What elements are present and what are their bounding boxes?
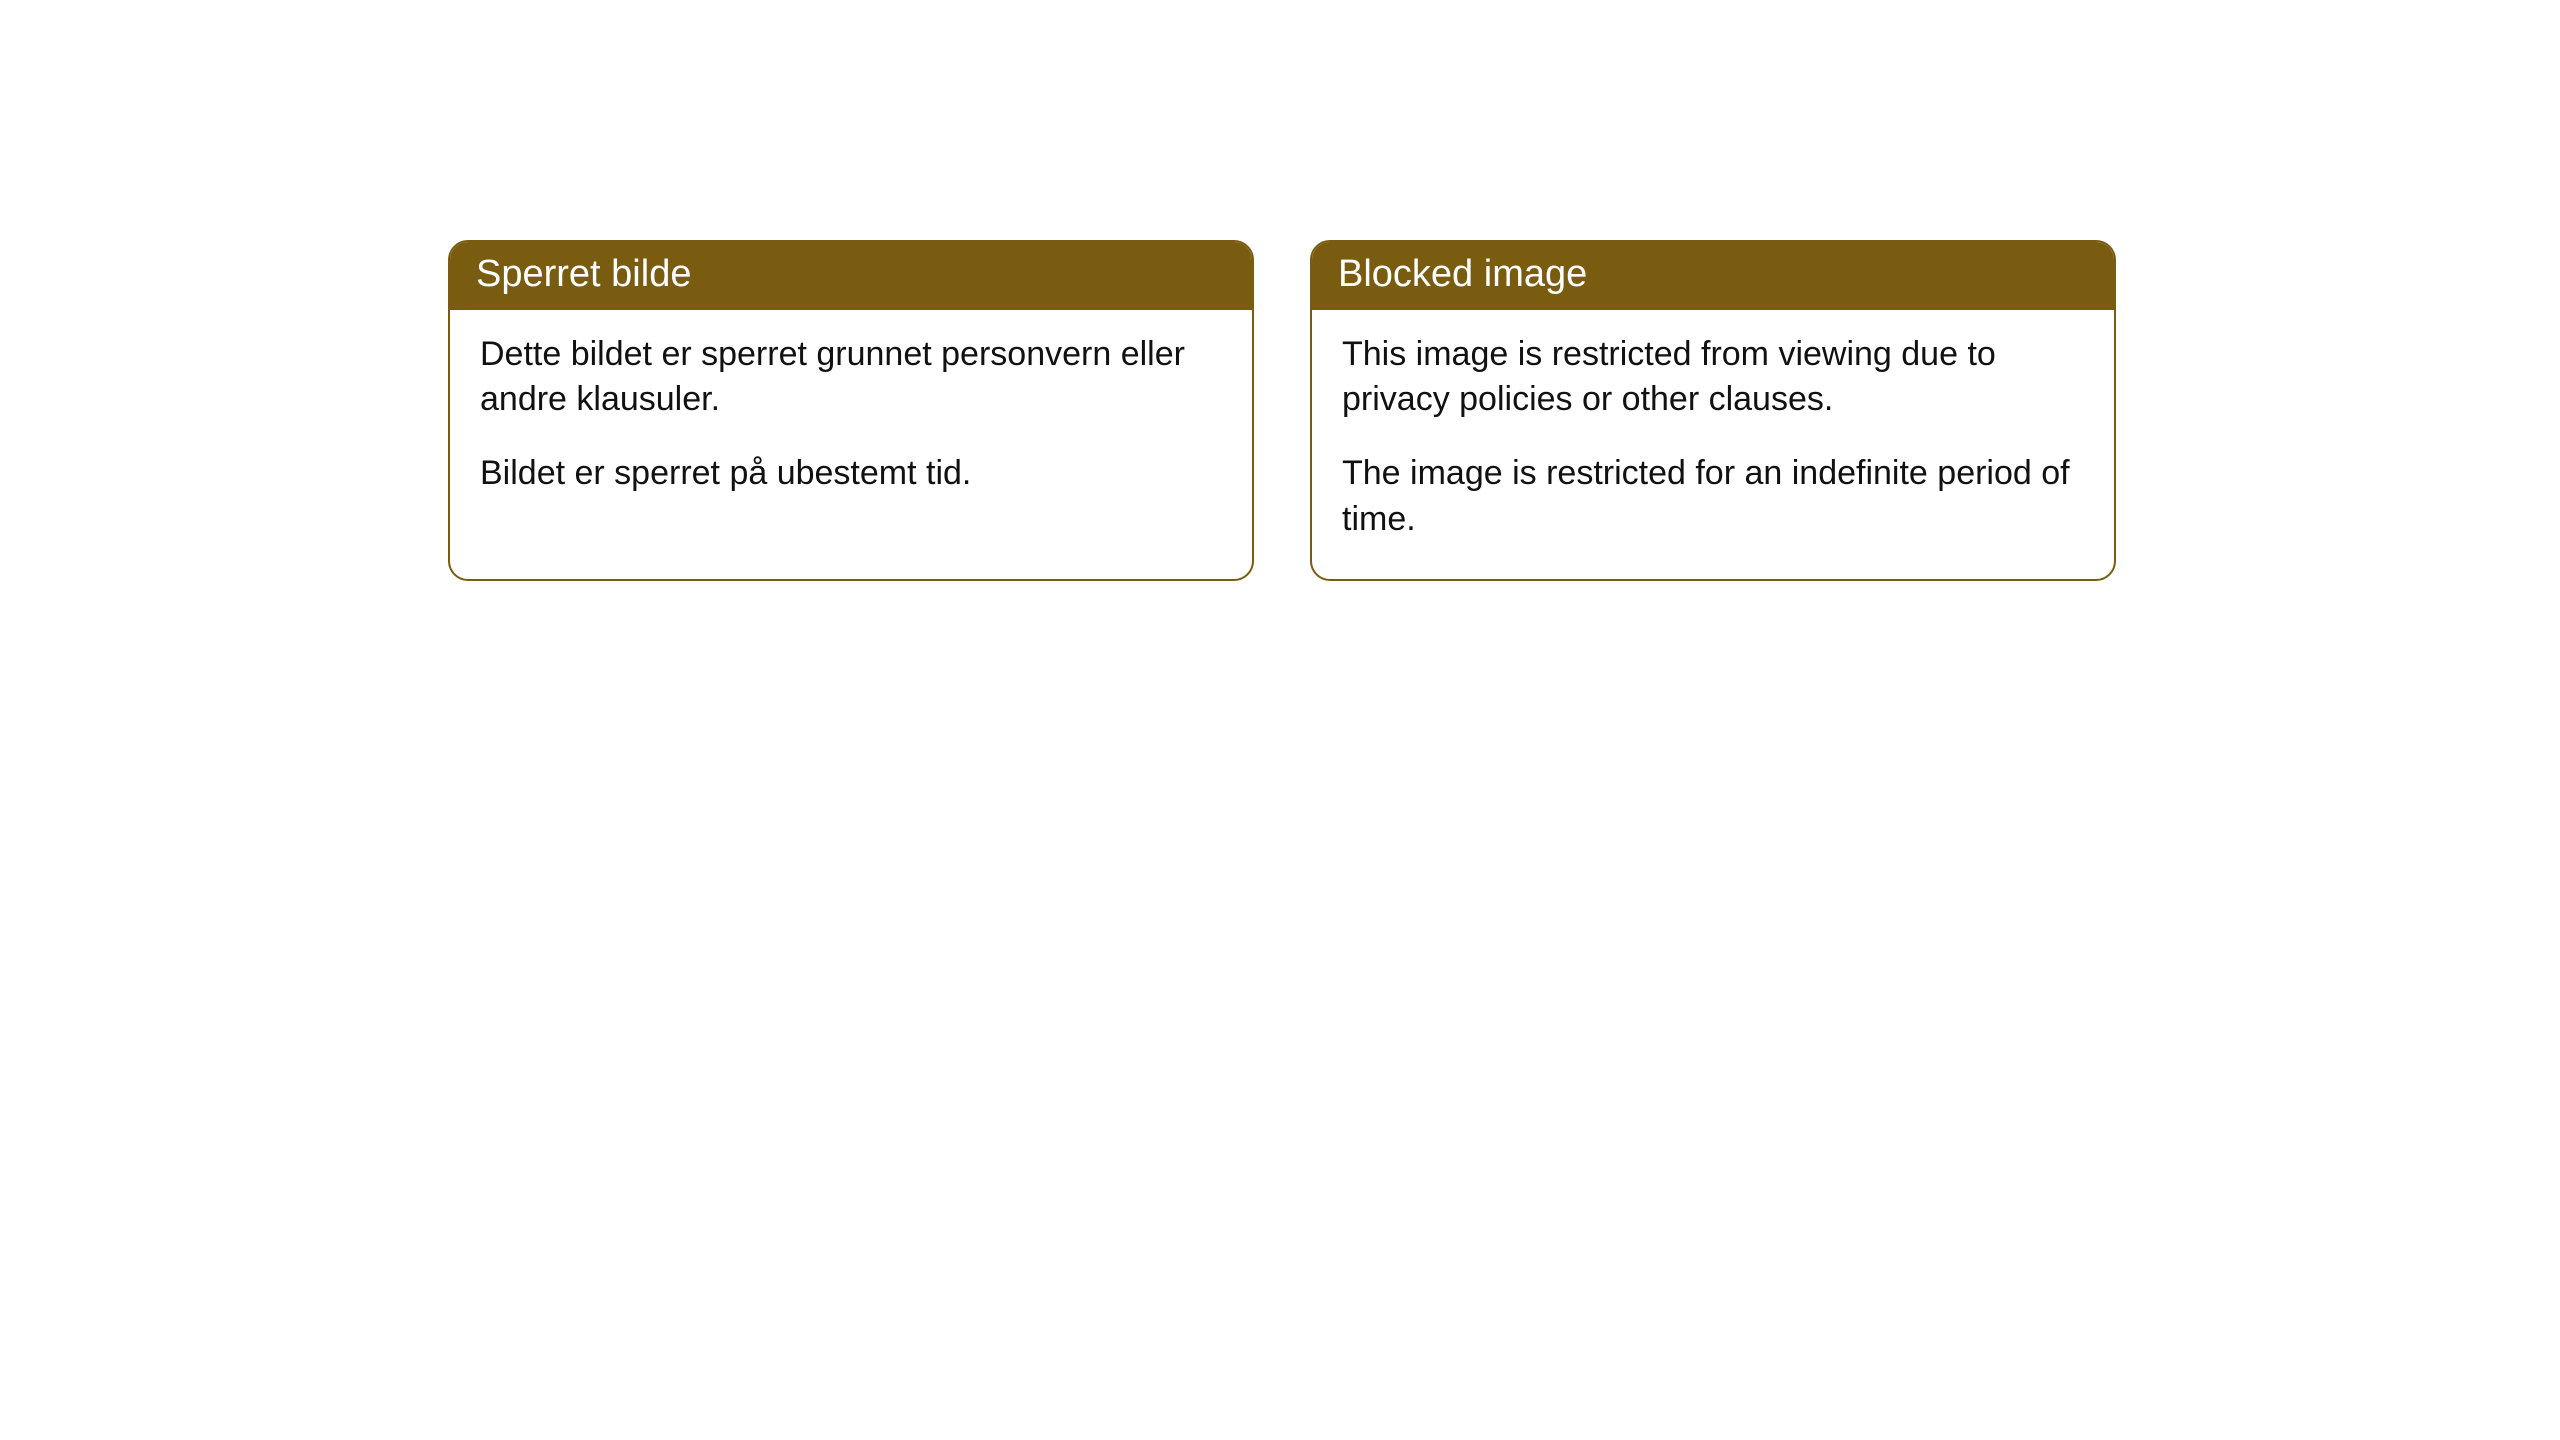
card-body-en: This image is restricted from viewing du… <box>1312 310 2114 580</box>
card-para2-no: Bildet er sperret på ubestemt tid. <box>480 451 1222 497</box>
card-para1-en: This image is restricted from viewing du… <box>1342 332 2084 424</box>
card-para1-no: Dette bildet er sperret grunnet personve… <box>480 332 1222 424</box>
card-body-no: Dette bildet er sperret grunnet personve… <box>450 310 1252 534</box>
notice-container: Sperret bilde Dette bildet er sperret gr… <box>0 0 2560 581</box>
card-header-no: Sperret bilde <box>450 242 1252 310</box>
card-para2-en: The image is restricted for an indefinit… <box>1342 451 2084 543</box>
card-header-en: Blocked image <box>1312 242 2114 310</box>
blocked-image-card-no: Sperret bilde Dette bildet er sperret gr… <box>448 240 1254 581</box>
blocked-image-card-en: Blocked image This image is restricted f… <box>1310 240 2116 581</box>
